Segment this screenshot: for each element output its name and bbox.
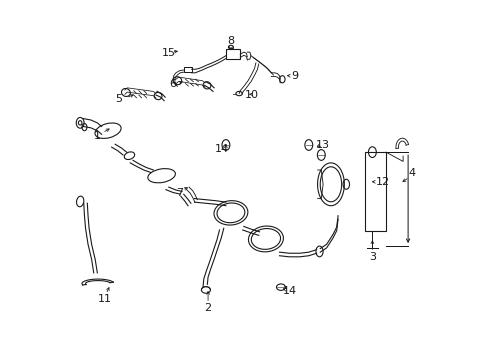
Bar (365, 152, 385, 231)
Text: 8: 8 (227, 36, 234, 46)
Text: 9: 9 (290, 71, 298, 81)
Text: 14: 14 (283, 287, 297, 296)
Text: 3: 3 (368, 252, 375, 262)
Text: 7: 7 (176, 188, 183, 198)
Bar (225, 49, 240, 59)
Text: 11: 11 (97, 294, 111, 303)
Text: 12: 12 (375, 177, 389, 187)
Text: 13: 13 (315, 140, 329, 150)
Text: 6: 6 (168, 79, 176, 89)
Text: 2: 2 (204, 303, 211, 313)
Text: 4: 4 (407, 168, 414, 178)
Text: 10: 10 (244, 90, 258, 100)
Text: 15: 15 (162, 48, 175, 58)
Text: 1: 1 (94, 131, 101, 141)
Text: 5: 5 (115, 94, 122, 104)
Text: 14: 14 (215, 144, 229, 154)
Bar (183, 67, 191, 72)
